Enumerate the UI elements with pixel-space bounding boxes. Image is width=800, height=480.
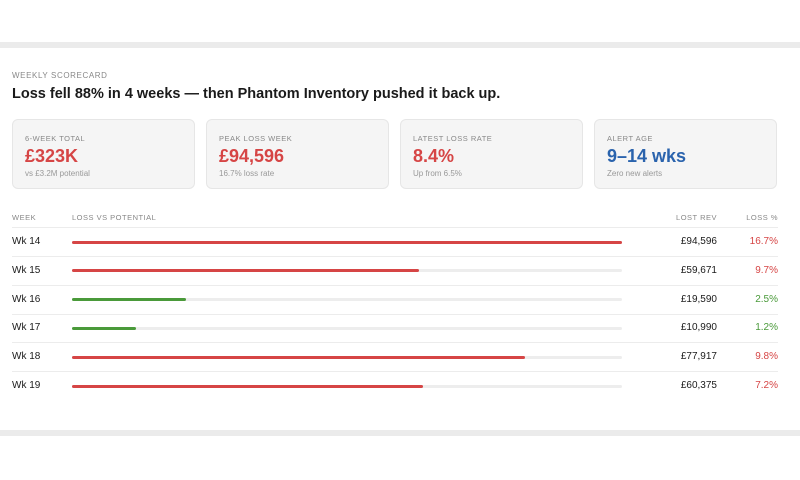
week-cell: Wk 19 xyxy=(12,380,41,391)
card-label: 6-WEEK TOTAL xyxy=(25,134,86,143)
loss-pct-cell: 1.2% xyxy=(755,322,778,334)
week-cell: Wk 15 xyxy=(12,264,41,276)
loss-pct-cell: 2.5% xyxy=(755,293,778,305)
lost-rev-cell: £10,990 xyxy=(680,322,717,334)
week-cell: Wk 14 xyxy=(12,236,41,247)
lost-rev-cell: £94,596 xyxy=(680,236,717,247)
week-cell: Wk 16 xyxy=(12,293,41,305)
card-label: LATEST LOSS RATE xyxy=(413,134,493,143)
week-cell: Wk 17 xyxy=(12,322,41,334)
card-value: 8.4% xyxy=(413,146,455,166)
bar-track xyxy=(72,326,622,330)
bottom-band xyxy=(0,430,800,436)
row-divider xyxy=(12,313,778,315)
loss-bar xyxy=(72,384,424,388)
lost-rev-cell: £59,671 xyxy=(680,264,717,276)
header-divider xyxy=(12,227,778,228)
card-label: PEAK LOSS WEEK xyxy=(219,134,293,143)
row-divider xyxy=(12,284,778,286)
lost-rev-cell: £77,917 xyxy=(680,351,717,363)
headline: Loss fell 88% in 4 weeks — then Phantom … xyxy=(12,86,501,102)
stat-card: ALERT AGE 9–14 wks Zero new alerts xyxy=(594,119,777,189)
loss-bar xyxy=(72,298,186,302)
card-note: vs £3.2M potential xyxy=(25,169,90,178)
card-value: £323K xyxy=(25,146,79,166)
column-header: LOST REV xyxy=(676,213,717,222)
loss-bar xyxy=(72,355,526,359)
row-divider xyxy=(12,371,778,373)
card-note: 16.7% loss rate xyxy=(219,169,275,178)
lost-rev-cell: £19,590 xyxy=(680,293,717,305)
card-value: 9–14 wks xyxy=(607,146,687,166)
card-note: Up from 6.5% xyxy=(413,169,462,178)
card-note: Zero new alerts xyxy=(607,169,663,178)
loss-bar xyxy=(72,240,622,244)
card-label: ALERT AGE xyxy=(607,134,653,143)
lost-rev-cell: £60,375 xyxy=(680,380,717,391)
loss-pct-cell: 9.7% xyxy=(755,264,778,276)
loss-bar xyxy=(72,326,136,330)
stat-card: PEAK LOSS WEEK £94,596 16.7% loss rate xyxy=(206,119,389,189)
column-header: LOSS % xyxy=(746,213,778,222)
week-cell: Wk 18 xyxy=(12,351,41,363)
top-band xyxy=(0,42,800,48)
column-header: WEEK xyxy=(12,213,37,222)
row-divider xyxy=(12,256,778,257)
stat-card: 6-WEEK TOTAL £323K vs £3.2M potential xyxy=(12,119,195,189)
bar-track xyxy=(72,298,622,302)
eyebrow: WEEKLY SCORECARD xyxy=(12,71,108,80)
column-header: LOSS VS POTENTIAL xyxy=(72,213,157,222)
loss-pct-cell: 7.2% xyxy=(755,380,778,391)
stat-card: LATEST LOSS RATE 8.4% Up from 6.5% xyxy=(400,119,583,189)
row-divider xyxy=(12,342,778,344)
loss-pct-cell: 16.7% xyxy=(749,236,778,247)
loss-pct-cell: 9.8% xyxy=(755,351,778,363)
loss-bar xyxy=(72,269,419,273)
card-value: £94,596 xyxy=(219,146,285,166)
